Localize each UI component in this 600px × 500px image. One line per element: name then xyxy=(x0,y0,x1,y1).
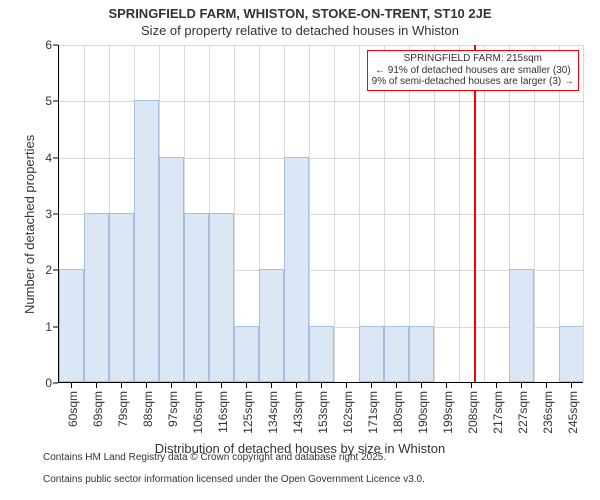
x-tick-mark xyxy=(121,383,122,388)
footer-attribution: Contains HM Land Registry data © Crown c… xyxy=(43,441,425,496)
y-tick-mark xyxy=(53,270,58,271)
x-tick-label: 171sqm xyxy=(366,391,380,434)
x-tick-mark xyxy=(196,383,197,388)
bar xyxy=(234,326,259,382)
x-tick-mark xyxy=(321,383,322,388)
y-tick-label: 6 xyxy=(32,38,52,52)
x-tick-mark xyxy=(146,383,147,388)
x-tick-mark xyxy=(571,383,572,388)
y-tick-mark xyxy=(53,383,58,384)
x-tick-mark xyxy=(271,383,272,388)
x-tick-label: 180sqm xyxy=(391,391,405,434)
x-tick-mark xyxy=(346,383,347,388)
bar xyxy=(359,326,384,382)
x-tick-mark xyxy=(171,383,172,388)
bar xyxy=(134,100,159,382)
y-tick-label: 5 xyxy=(32,94,52,108)
annotation-box: SPRINGFIELD FARM: 215sqm← 91% of detache… xyxy=(367,50,579,91)
bar xyxy=(409,326,434,382)
bar xyxy=(309,326,334,382)
x-tick-label: 245sqm xyxy=(566,391,580,434)
y-tick-mark xyxy=(53,157,58,158)
x-tick-label: 134sqm xyxy=(266,391,280,434)
bar xyxy=(509,269,534,382)
y-tick-mark xyxy=(53,101,58,102)
gridline-v xyxy=(484,45,485,382)
gridline-v xyxy=(459,45,460,382)
x-tick-label: 69sqm xyxy=(91,391,105,427)
x-tick-mark xyxy=(546,383,547,388)
x-tick-mark xyxy=(296,383,297,388)
bar xyxy=(284,157,309,382)
bar xyxy=(384,326,409,382)
x-tick-mark xyxy=(371,383,372,388)
y-tick-mark xyxy=(53,326,58,327)
y-tick-mark xyxy=(53,214,58,215)
x-tick-label: 227sqm xyxy=(516,391,530,434)
gridline-v xyxy=(583,45,584,382)
bar xyxy=(209,213,234,382)
x-tick-mark xyxy=(446,383,447,388)
x-tick-label: 116sqm xyxy=(216,391,230,433)
y-tick-label: 1 xyxy=(32,320,52,334)
x-tick-mark xyxy=(471,383,472,388)
plot-area: SPRINGFIELD FARM: 215sqm← 91% of detache… xyxy=(58,45,583,383)
gridline-v xyxy=(334,45,335,382)
annotation-line: SPRINGFIELD FARM: 215sqm xyxy=(372,53,574,65)
bar xyxy=(259,269,284,382)
x-tick-mark xyxy=(221,383,222,388)
x-tick-label: 153sqm xyxy=(316,391,330,434)
x-tick-label: 97sqm xyxy=(166,391,180,427)
x-tick-mark xyxy=(496,383,497,388)
chart-subtitle: Size of property relative to detached ho… xyxy=(0,23,600,38)
x-tick-mark xyxy=(71,383,72,388)
y-tick-mark xyxy=(53,45,58,46)
footer-line1: Contains HM Land Registry data © Crown c… xyxy=(43,452,425,463)
chart-container: SPRINGFIELD FARM, WHISTON, STOKE-ON-TREN… xyxy=(0,0,600,500)
x-tick-label: 190sqm xyxy=(416,391,430,434)
chart-title: SPRINGFIELD FARM, WHISTON, STOKE-ON-TREN… xyxy=(0,6,600,21)
x-tick-mark xyxy=(521,383,522,388)
x-tick-label: 60sqm xyxy=(66,391,80,427)
y-tick-label: 4 xyxy=(32,151,52,165)
annotation-line: ← 91% of detached houses are smaller (30… xyxy=(372,65,574,77)
x-tick-label: 106sqm xyxy=(191,391,205,434)
y-tick-label: 0 xyxy=(32,376,52,390)
x-tick-label: 143sqm xyxy=(291,391,305,434)
x-tick-label: 125sqm xyxy=(241,391,255,434)
x-tick-label: 217sqm xyxy=(491,391,505,434)
x-tick-label: 208sqm xyxy=(466,391,480,434)
y-tick-label: 3 xyxy=(32,207,52,221)
bar xyxy=(559,326,584,382)
bar xyxy=(109,213,134,382)
x-tick-mark xyxy=(396,383,397,388)
bar xyxy=(59,269,84,382)
gridline-v xyxy=(534,45,535,382)
x-tick-label: 88sqm xyxy=(141,391,155,427)
annotation-line: 9% of semi-detached houses are larger (3… xyxy=(372,76,574,88)
gridline-v xyxy=(434,45,435,382)
x-tick-label: 79sqm xyxy=(116,391,130,427)
footer-line2: Contains public sector information licen… xyxy=(43,474,425,485)
x-tick-mark xyxy=(421,383,422,388)
bar xyxy=(159,157,184,382)
bar xyxy=(84,213,109,382)
y-tick-label: 2 xyxy=(32,263,52,277)
reference-line xyxy=(474,45,476,382)
gridline-h xyxy=(59,45,583,46)
x-tick-label: 199sqm xyxy=(441,391,455,434)
x-tick-label: 162sqm xyxy=(341,391,355,434)
x-tick-mark xyxy=(96,383,97,388)
bar xyxy=(184,213,209,382)
x-tick-mark xyxy=(246,383,247,388)
x-tick-label: 236sqm xyxy=(541,391,555,434)
